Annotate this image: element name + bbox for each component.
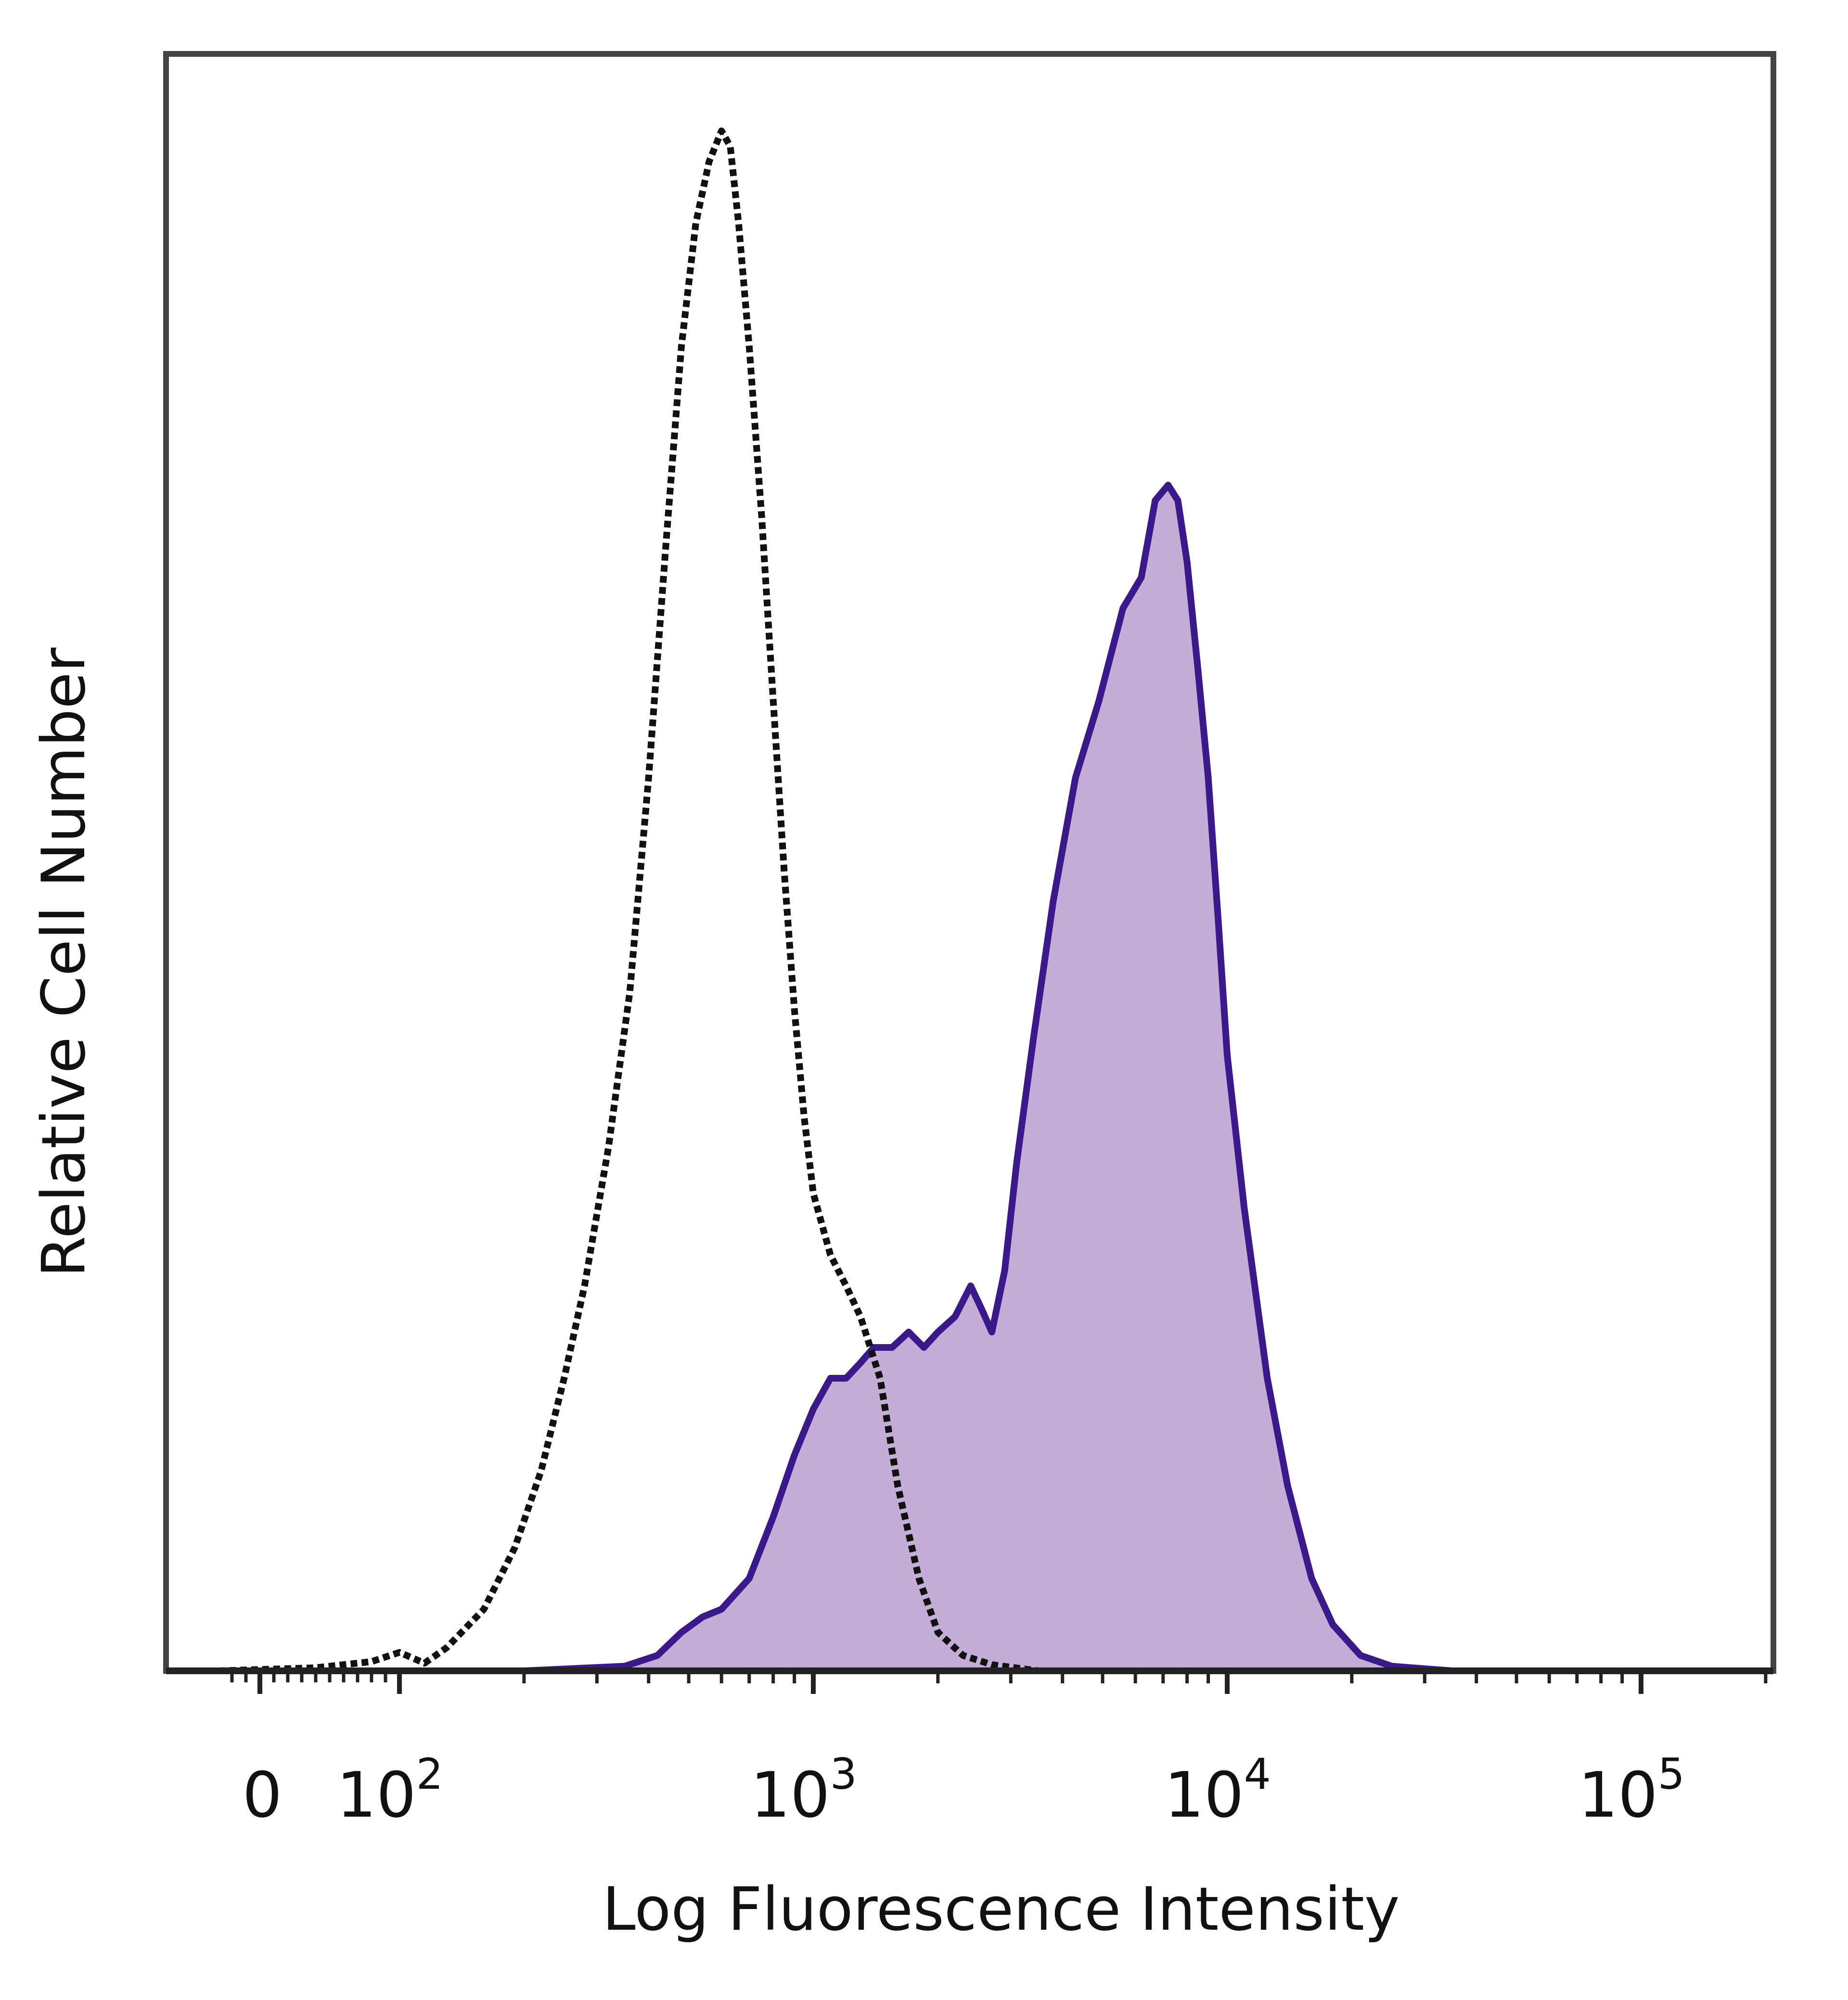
isotype-control-histogram-line <box>218 128 1766 1674</box>
x-tick-label: 103 <box>750 1749 857 1832</box>
x-axis-title: Log Fluorescence Intensity <box>603 1875 1400 1944</box>
x-tick-label: 102 <box>336 1749 443 1832</box>
x-tick-label: 104 <box>1164 1749 1270 1832</box>
stained-histogram-fill <box>218 485 1766 1671</box>
x-tick-label: 0 <box>243 1758 282 1832</box>
x-tick-labels: 0 102 103 104 105 <box>243 1749 1685 1832</box>
stained-histogram-line <box>218 482 1766 1674</box>
y-axis-title: Relative Cell Number <box>29 648 99 1278</box>
x-tick-label: 105 <box>1578 1749 1684 1832</box>
x-axis-ticks <box>230 1671 1768 1694</box>
